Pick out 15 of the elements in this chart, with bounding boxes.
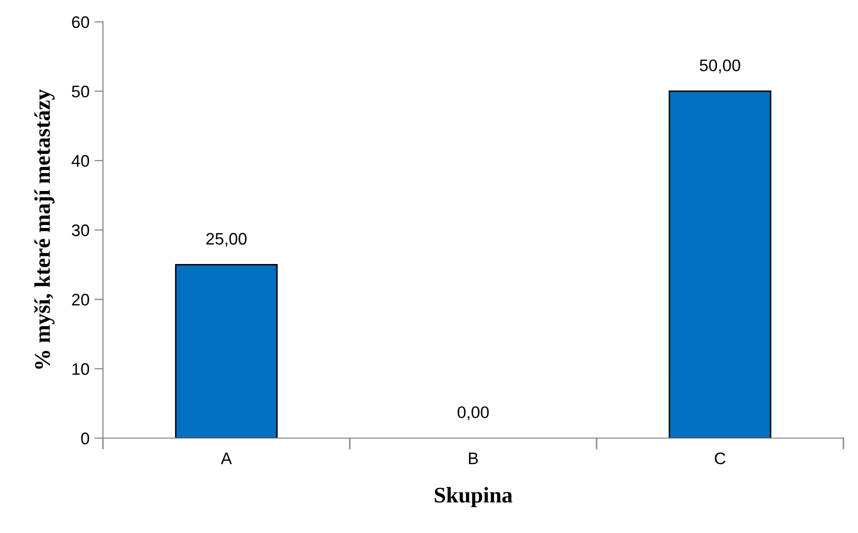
y-tick-label: 0 [81,432,90,444]
data-label: 25,00 [206,232,247,247]
y-tick-label: 10 [72,363,90,375]
y-tick-label: 30 [72,224,90,236]
x-axis-title: Skupina [434,486,512,508]
data-label: 50,00 [700,59,740,74]
y-tick-label: 20 [72,294,90,306]
y-tick-label: 60 [72,16,90,28]
x-tick-label: C [714,452,726,464]
data-label: 0,00 [458,406,489,420]
y-tick-label: 40 [72,155,90,167]
y-tick-label: 50 [72,86,90,98]
x-tick-label: A [220,452,232,464]
y-axis-title: % myší, které mají metastázy [34,89,55,369]
x-tick-label: B [468,452,478,464]
